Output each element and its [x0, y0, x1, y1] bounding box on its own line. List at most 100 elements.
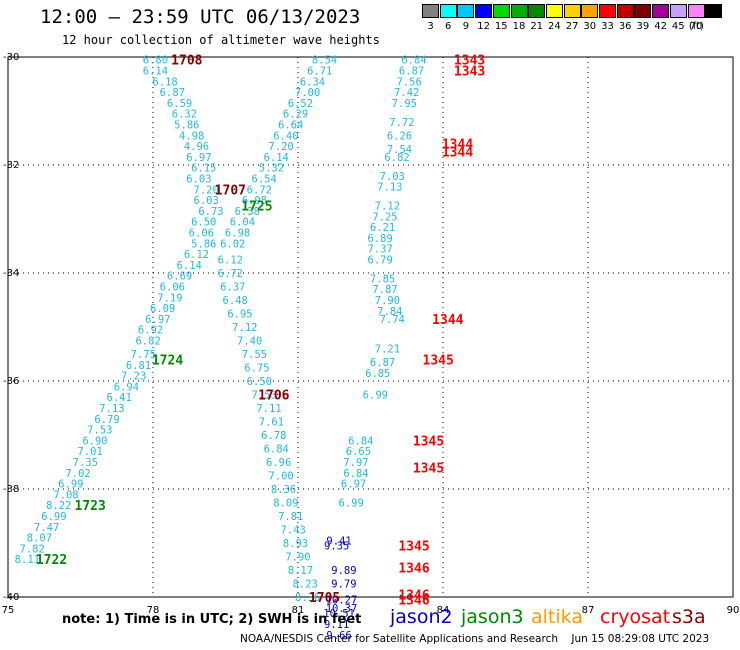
- swh-value: 6.38: [235, 206, 260, 218]
- pass-time-label: 1724: [152, 353, 183, 368]
- scale-swatch: [669, 4, 687, 18]
- swh-value: 6.32: [172, 109, 197, 121]
- swh-value: 6.72: [247, 184, 272, 196]
- swh-value: 7.47: [34, 522, 59, 534]
- swh-value: 8.07: [27, 533, 52, 545]
- swh-value: 6.02: [220, 238, 245, 250]
- scale-label: 42: [654, 21, 667, 32]
- swh-value: 6.98: [242, 195, 267, 207]
- data-points: 6.806.146.186.876.596.325.864.984.966.97…: [15, 55, 427, 642]
- pass-time-label: 1707: [215, 183, 246, 198]
- swh-value: 6.71: [307, 66, 332, 78]
- swh-value: 7.00: [268, 471, 293, 483]
- chart-title: 12:00 – 23:59 UTC 06/13/2023: [40, 6, 361, 28]
- scale-swatch: [687, 4, 705, 18]
- y-tick-label: -30: [3, 52, 19, 63]
- swh-value: 6.98: [225, 228, 250, 240]
- swh-value: 6.59: [167, 98, 192, 110]
- swh-value: 7.00: [295, 87, 320, 99]
- swh-value: 7.90: [375, 295, 400, 307]
- swh-value: 7.21: [375, 344, 400, 356]
- swh-value: 6.50: [247, 376, 272, 388]
- swh-value: 6.95: [227, 309, 252, 321]
- swh-value: 6.06: [189, 228, 214, 240]
- swh-value: 7.74: [380, 314, 405, 326]
- swh-value: 7.87: [372, 284, 397, 296]
- scale-label: 15: [494, 21, 508, 32]
- swh-value: 6.82: [136, 336, 161, 348]
- y-tick-label: -40: [3, 592, 19, 603]
- satellite-legend-item: jason2: [390, 606, 453, 628]
- scale-swatch: [616, 4, 634, 18]
- swh-value: 6.97: [341, 479, 366, 491]
- pass-time-label: 1343: [454, 54, 485, 69]
- swh-value: 6.50: [191, 217, 216, 229]
- pass-time-label: 1722: [36, 553, 67, 568]
- y-tick-label: -36: [3, 376, 19, 387]
- swh-value: 6.65: [346, 446, 371, 458]
- pass-time-label: 1725: [241, 200, 272, 215]
- footer-note: note: 1) Time is in UTC; 2) SWH is in fe…: [62, 612, 362, 627]
- swh-value: 7.12: [232, 322, 257, 334]
- swh-value: 6.78: [261, 430, 286, 442]
- x-tick-label: 78: [147, 605, 160, 616]
- swh-value: 7.97: [343, 457, 368, 469]
- swh-value: 6.84: [401, 55, 426, 67]
- pass-time-label: 1345: [413, 434, 444, 449]
- scale-label: 12: [477, 21, 490, 32]
- swh-value: 7.42: [394, 87, 419, 99]
- swh-value: 5.86: [191, 238, 216, 250]
- swh-value: 6.06: [160, 282, 185, 294]
- scale-swatch: [634, 4, 652, 18]
- scale-label: 6: [445, 21, 452, 32]
- pass-time-label: 1706: [258, 389, 289, 404]
- footer-credit: NOAA/NESDIS Center for Satellite Applica…: [240, 633, 710, 645]
- pass-time-label: 1344: [432, 313, 463, 328]
- swh-value: 8.22: [46, 500, 71, 512]
- grid-layer: [7, 56, 734, 598]
- swh-value: 6.41: [107, 392, 132, 404]
- swh-value: 7.56: [397, 76, 422, 88]
- swh-value: 9.35: [324, 541, 349, 553]
- swh-value: 9.11: [324, 619, 349, 631]
- x-tick-label: 87: [582, 605, 595, 616]
- satellite-legend-item: jason3: [461, 606, 524, 628]
- scale-swatch: [652, 4, 670, 18]
- swh-value: 6.14: [264, 152, 289, 164]
- swh-value: 6.84: [348, 435, 373, 447]
- swh-value: 6.73: [198, 206, 223, 218]
- swh-value: 6.52: [288, 98, 313, 110]
- swh-value: 6.80: [143, 55, 168, 67]
- swh-value: 7.82: [20, 543, 45, 555]
- swh-value: 6.34: [300, 76, 325, 88]
- swh-value: 6.54: [252, 174, 277, 186]
- swh-value: 6.99: [339, 498, 364, 510]
- swh-value: 7.90: [285, 552, 310, 564]
- swh-value: 8.11: [15, 554, 40, 566]
- swh-value: 6.29: [283, 109, 308, 121]
- swh-value: 8.93: [283, 538, 308, 550]
- swh-value: 7.61: [259, 417, 284, 429]
- scale-swatch: [581, 4, 599, 18]
- swh-value: 8.36: [295, 592, 320, 604]
- time-labels: 1708 134313431344134417071725134413451724…: [36, 54, 485, 609]
- swh-value: 9.41: [326, 535, 351, 547]
- swh-value: 6.26: [387, 130, 412, 142]
- scale-label: 24: [548, 21, 561, 32]
- plot-frame: [7, 56, 734, 598]
- swh-value: 6.37: [220, 282, 245, 294]
- swh-value: 6.82: [384, 152, 409, 164]
- scale-swatch: [422, 4, 439, 18]
- satellite-legend-item: s3a: [672, 606, 706, 628]
- swh-value: 6.87: [370, 357, 395, 369]
- swh-value: 6.79: [368, 255, 393, 267]
- swh-value: 6.09: [150, 303, 175, 315]
- swh-value: 7.03: [380, 171, 405, 183]
- scale-label: 39: [636, 21, 650, 32]
- scale-label: 3: [427, 21, 434, 32]
- swh-value: 7.23: [121, 371, 146, 383]
- swh-value: 6.04: [230, 217, 255, 229]
- swh-value: 6.87: [399, 66, 424, 78]
- axis-labels: 75 78 81 84 87 90 -30 -32 -34 -36 -38 -40: [2, 52, 740, 616]
- swh-value: 7.02: [65, 468, 90, 480]
